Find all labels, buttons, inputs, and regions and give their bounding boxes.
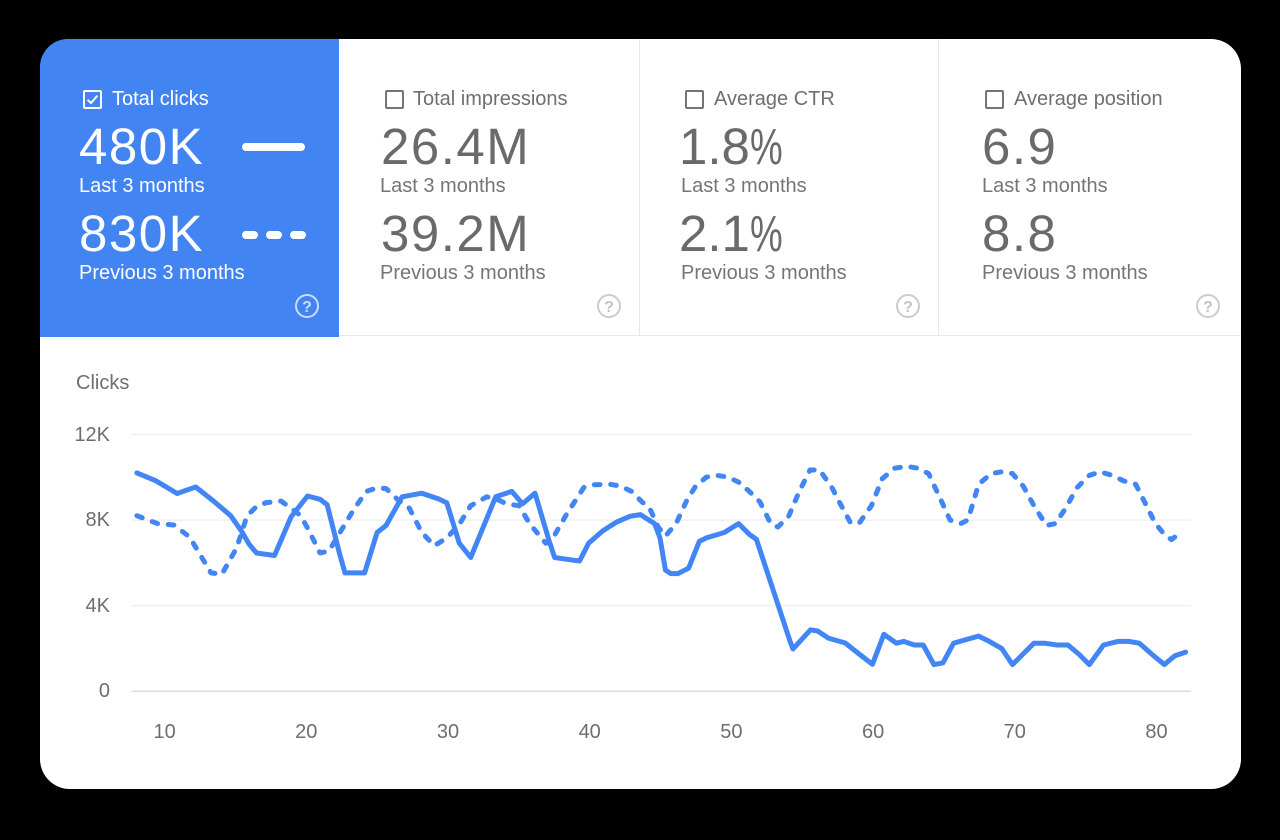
svg-text:?: ? — [302, 299, 312, 316]
svg-text:40: 40 — [579, 721, 601, 743]
svg-text:70: 70 — [1004, 721, 1026, 743]
svg-text:80: 80 — [1145, 721, 1167, 743]
svg-text:?: ? — [903, 299, 913, 316]
svg-text:20: 20 — [295, 721, 317, 743]
svg-text:?: ? — [604, 299, 614, 316]
svg-text:Clicks: Clicks — [76, 372, 129, 394]
svg-text:12K: 12K — [74, 424, 110, 446]
svg-text:0: 0 — [99, 680, 110, 702]
svg-text:?: ? — [1203, 299, 1213, 316]
svg-text:30: 30 — [437, 721, 459, 743]
svg-text:50: 50 — [720, 721, 742, 743]
svg-text:60: 60 — [862, 721, 884, 743]
svg-text:8K: 8K — [86, 509, 111, 531]
svg-text:10: 10 — [153, 721, 175, 743]
svg-text:4K: 4K — [86, 595, 111, 617]
